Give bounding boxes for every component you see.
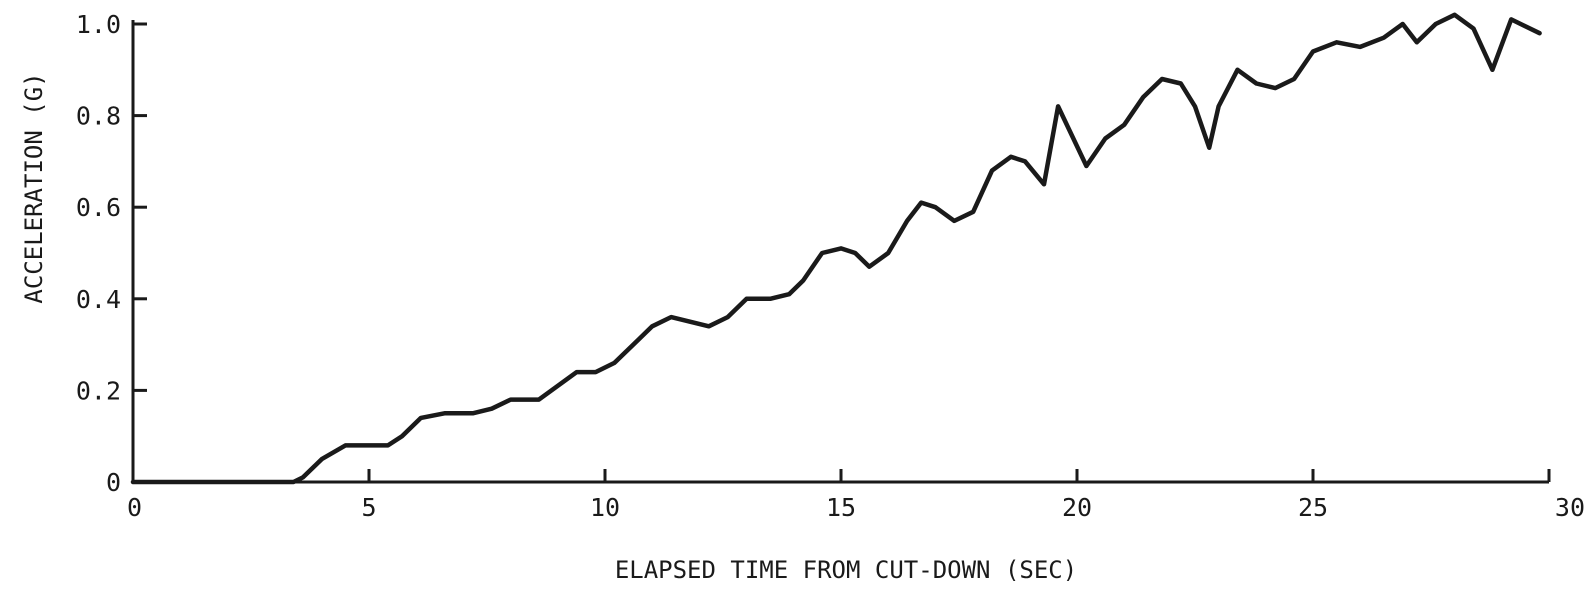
series-layer bbox=[130, 12, 1542, 485]
x-tick-label: 10 bbox=[590, 493, 620, 522]
x-tick-label: 15 bbox=[826, 493, 856, 522]
y-tick-label: 0 bbox=[106, 468, 121, 497]
y-tick-label: 0.2 bbox=[76, 376, 121, 405]
y-tick-label: 0.8 bbox=[76, 102, 121, 131]
y-axis-ticks: 0 0.2 0.4 0.6 0.8 1.0 bbox=[76, 10, 147, 497]
acceleration-series-line bbox=[130, 12, 1542, 485]
x-tick-label: 25 bbox=[1298, 493, 1328, 522]
x-tick-label: 30 bbox=[1555, 493, 1585, 522]
y-tick-label: 1.0 bbox=[76, 10, 121, 39]
x-tick-label: 5 bbox=[361, 493, 376, 522]
y-tick-label: 0.4 bbox=[76, 285, 121, 314]
y-axis-label: ACCELERATION (G) bbox=[20, 72, 48, 303]
y-tick-label: 0.6 bbox=[76, 193, 121, 222]
axes bbox=[131, 20, 1549, 484]
x-axis-label: ELAPSED TIME FROM CUT-DOWN (SEC) bbox=[615, 556, 1077, 584]
x-axis-ticks: 0 5 10 15 20 25 30 bbox=[127, 469, 1585, 522]
x-tick-label: 20 bbox=[1062, 493, 1092, 522]
x-tick-label: 0 bbox=[127, 493, 142, 522]
